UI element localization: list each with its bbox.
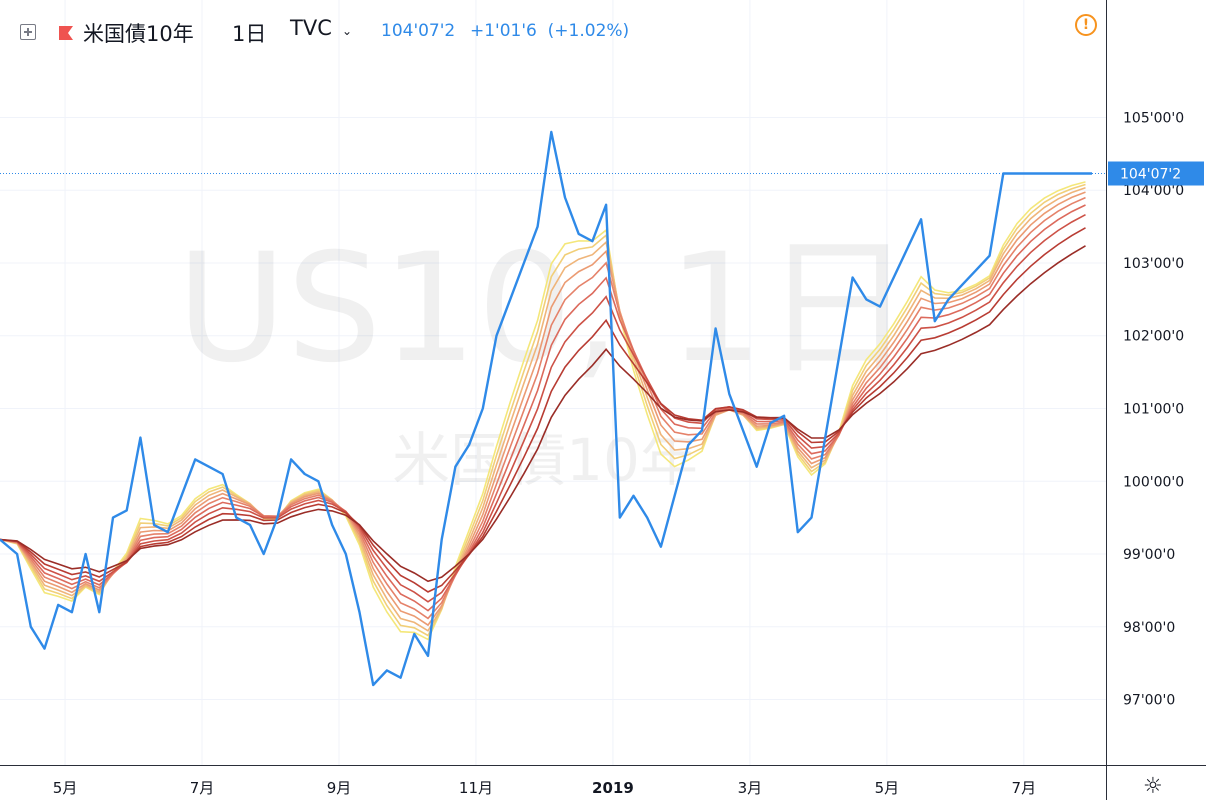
last-price: 104'07'2 — [381, 21, 456, 41]
ma-line — [0, 227, 1086, 593]
chevron-down-icon[interactable]: ⌄ — [342, 24, 353, 38]
time-tick-label: 3月 — [738, 779, 763, 797]
price-change: +1'01'6 (+1.02%) — [470, 21, 629, 41]
price-tick-label: 104'00'0 — [1123, 183, 1184, 199]
plus-square-icon[interactable] — [20, 24, 36, 40]
ma-line — [0, 204, 1086, 612]
price-change-value: +1'01'6 — [470, 21, 537, 41]
watermark-description: 米国債10年 — [392, 426, 698, 494]
gear-icon[interactable]: ☼ — [1143, 774, 1163, 799]
moving-average-ribbon — [0, 181, 1086, 641]
time-tick-label: 5月 — [875, 779, 900, 797]
price-tick-label: 101'00'0 — [1123, 402, 1184, 418]
time-tick-label: 9月 — [327, 779, 352, 797]
ma-line — [0, 213, 1086, 603]
price-series — [0, 130, 1092, 687]
price-change-percent: (+1.02%) — [547, 21, 630, 41]
price-tick-label: 103'00'0 — [1123, 256, 1184, 272]
flag-icon[interactable] — [58, 25, 74, 41]
warning-icon[interactable]: ! — [1075, 14, 1097, 36]
time-tick-label: 7月 — [190, 779, 215, 797]
price-tick-label: 98'00'0 — [1123, 620, 1175, 636]
ma-line — [0, 181, 1086, 641]
price-tick-label: 97'00'0 — [1123, 693, 1175, 709]
price-line — [0, 130, 1092, 687]
ma-line — [0, 191, 1086, 627]
price-tick-label: 105'00'0 — [1123, 110, 1184, 126]
ma-line — [0, 196, 1086, 620]
last-price-badge — [1108, 161, 1204, 186]
ma-line — [0, 245, 1086, 583]
price-tick-label: 100'00'0 — [1123, 474, 1184, 490]
symbol-name[interactable]: 米国債10年 — [83, 22, 194, 46]
ma-line — [0, 187, 1086, 632]
time-tick-label: 7月 — [1012, 779, 1037, 797]
ma-line — [0, 183, 1086, 637]
watermark-symbol: US10, 1日 — [177, 222, 914, 396]
last-price-badge-label: 104'07'2 — [1120, 167, 1181, 183]
timeframe[interactable]: 1日 — [232, 22, 267, 46]
price-tick-label: 99'00'0 — [1123, 547, 1175, 563]
time-tick-label: 11月 — [459, 779, 493, 797]
price-tick-label: 102'00'0 — [1123, 329, 1184, 345]
time-tick-label: 5月 — [53, 779, 78, 797]
exchange[interactable]: TVC — [290, 16, 332, 40]
time-tick-label: 2019 — [592, 779, 634, 797]
